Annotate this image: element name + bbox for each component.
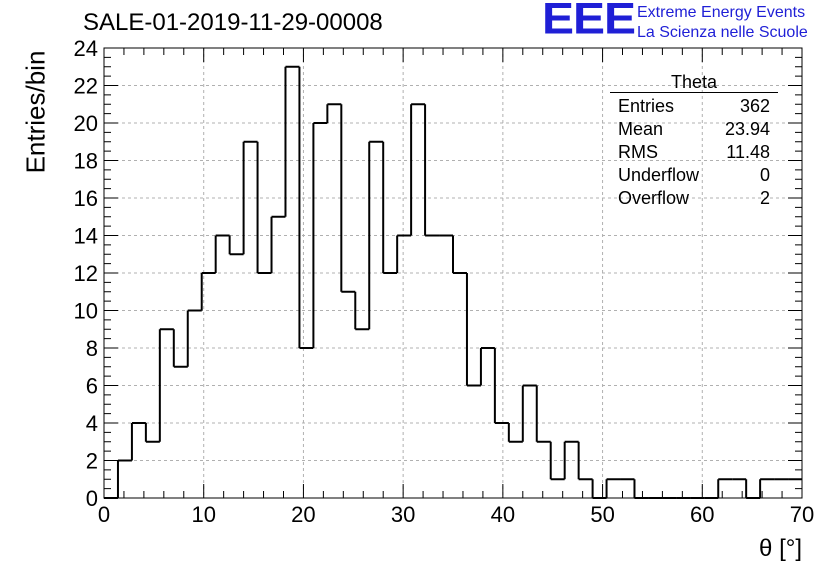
y-tick-label: 24	[74, 36, 98, 61]
y-tick-label: 12	[74, 261, 98, 286]
x-tick-label: 0	[98, 502, 110, 527]
stats-label: Entries	[618, 96, 675, 116]
y-tick-label: 22	[74, 74, 98, 99]
y-axis-label: Entries/bin	[20, 50, 51, 174]
stats-row-mean: Mean 23.94	[610, 118, 778, 141]
logo-line-1: Extreme Energy Events	[637, 4, 806, 21]
x-tick-label: 70	[790, 502, 814, 527]
stats-label: Mean	[618, 119, 664, 139]
logo-line-2: La Scienza nelle Scuole	[637, 24, 808, 41]
y-tick-label: 20	[74, 111, 98, 136]
x-tick-label: 10	[191, 502, 215, 527]
chart-title: SALE-01-2019-11-29-00008	[83, 9, 383, 36]
x-tick-label: 40	[491, 502, 515, 527]
y-tick-label: 10	[74, 299, 98, 324]
x-tick-label: 50	[590, 502, 614, 527]
y-tick-label: 0	[86, 486, 98, 511]
stats-label: Overflow	[618, 188, 690, 208]
stats-value: 23.94	[724, 119, 770, 139]
y-tick-label: 14	[74, 224, 98, 249]
y-tick-label: 16	[74, 186, 98, 211]
stats-value: 11.48	[726, 142, 770, 162]
stats-title: Theta	[610, 72, 778, 93]
stats-box: Theta Entries 362 Mean 23.94 RMS 11.48 U…	[610, 72, 778, 210]
stats-row-rms: RMS 11.48	[610, 141, 778, 164]
stats-value: 362	[739, 96, 770, 116]
stats-row-overflow: Overflow 2	[610, 187, 778, 210]
stats-value: 2	[759, 188, 770, 208]
x-tick-label: 60	[690, 502, 714, 527]
y-tick-label: 2	[86, 449, 98, 474]
stats-row-entries: Entries 362	[610, 95, 778, 118]
stats-value: 0	[759, 165, 770, 185]
histogram-bars	[104, 65, 802, 499]
y-tick-label: 8	[86, 336, 98, 361]
x-tick-label: 20	[291, 502, 315, 527]
axes	[103, 47, 803, 499]
y-tick-label: 18	[74, 149, 98, 174]
y-tick-label: 4	[86, 411, 98, 436]
x-tick-label: 30	[391, 502, 415, 527]
y-tick-label: 6	[86, 374, 98, 399]
x-axis-label: θ [°]	[759, 535, 802, 562]
stats-label: RMS	[618, 142, 658, 162]
stats-label: Underflow	[618, 165, 700, 185]
stats-row-underflow: Underflow 0	[610, 164, 778, 187]
logo-mark: EEE	[542, 0, 636, 44]
